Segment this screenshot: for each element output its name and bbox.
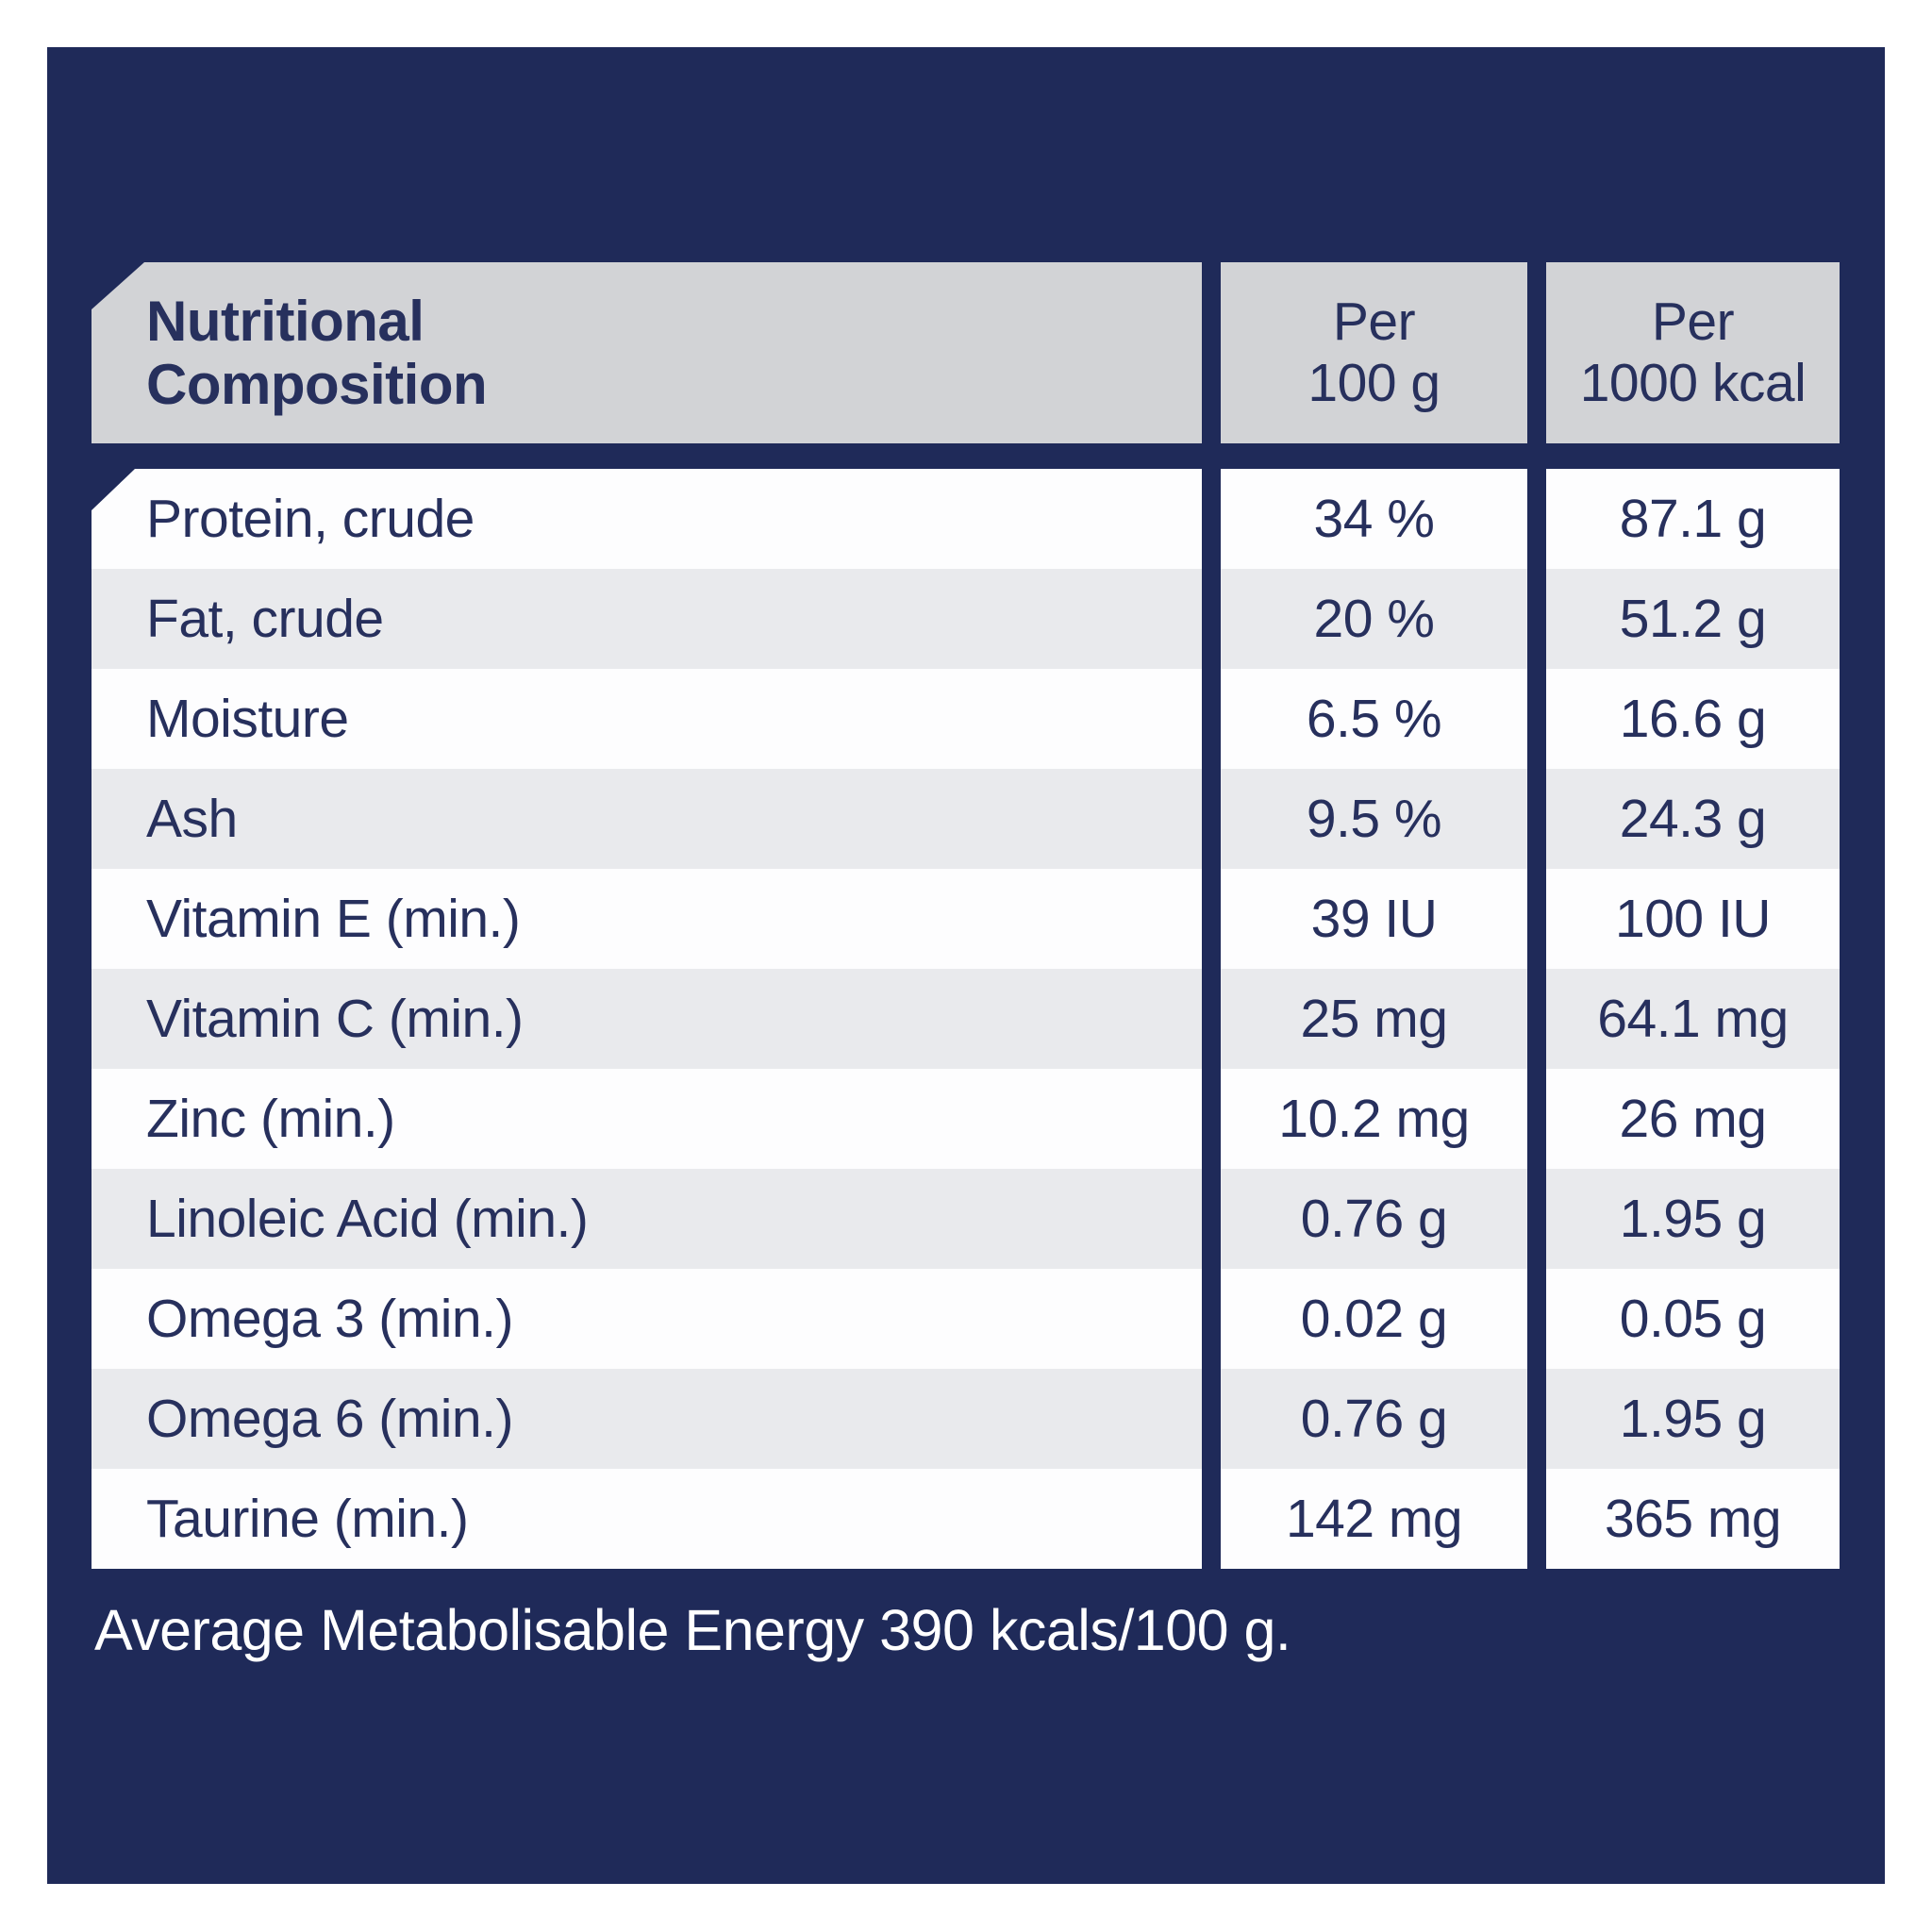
table-row: Moisture 6.5 % 16.6 g (92, 669, 1840, 769)
navy-panel: Nutritional Composition Per 100 g Per 10… (47, 47, 1885, 1884)
row-per100g-value: 9.5 % (1221, 769, 1527, 869)
row-label: Vitamin C (min.) (92, 969, 1202, 1069)
header-title-line2: Composition (146, 353, 488, 416)
row-per1000kcal-value: 1.95 g (1546, 1369, 1840, 1469)
row-per100g-value: 0.76 g (1221, 1169, 1527, 1269)
table-body: Protein, crude 34 % 87.1 g Fat, crude 20… (92, 469, 1840, 1569)
header-title-line1: Nutritional (146, 290, 425, 353)
row-label: Ash (92, 769, 1202, 869)
column-divider (1527, 469, 1546, 569)
table-row: Zinc (min.) 10.2 mg 26 mg (92, 1069, 1840, 1169)
table-row: Ash 9.5 % 24.3 g (92, 769, 1840, 869)
row-label: Omega 6 (min.) (92, 1369, 1202, 1469)
header-per100g-line2: 100 g (1307, 353, 1441, 413)
column-divider (1527, 1369, 1546, 1469)
table-row: Linoleic Acid (min.) 0.76 g 1.95 g (92, 1169, 1840, 1269)
row-per1000kcal-value: 26 mg (1546, 1069, 1840, 1169)
row-per1000kcal-value: 87.1 g (1546, 469, 1840, 569)
column-divider (1202, 1169, 1221, 1269)
column-divider (1202, 1269, 1221, 1369)
column-divider (1202, 1069, 1221, 1169)
column-divider (1202, 669, 1221, 769)
column-divider (1202, 262, 1221, 443)
row-label: Moisture (92, 669, 1202, 769)
row-per1000kcal-value: 0.05 g (1546, 1269, 1840, 1369)
row-per1000kcal-value: 1.95 g (1546, 1169, 1840, 1269)
row-per100g-value: 10.2 mg (1221, 1069, 1527, 1169)
table-header-row: Nutritional Composition Per 100 g Per 10… (92, 262, 1840, 443)
row-per1000kcal-value: 16.6 g (1546, 669, 1840, 769)
row-per100g-value: 0.02 g (1221, 1269, 1527, 1369)
column-divider (1527, 769, 1546, 869)
row-label: Zinc (min.) (92, 1069, 1202, 1169)
column-divider (1202, 1469, 1221, 1569)
column-divider (1527, 969, 1546, 1069)
column-divider (1527, 1469, 1546, 1569)
row-label: Protein, crude (92, 469, 1202, 569)
column-divider (1202, 769, 1221, 869)
table-row: Omega 6 (min.) 0.76 g 1.95 g (92, 1369, 1840, 1469)
metabolisable-energy-note: Average Metabolisable Energy 390 kcals/1… (94, 1598, 1291, 1662)
table-row: Vitamin C (min.) 25 mg 64.1 mg (92, 969, 1840, 1069)
row-per100g-value: 142 mg (1221, 1469, 1527, 1569)
header-per1000kcal-cell: Per 1000 kcal (1546, 262, 1840, 443)
row-label: Fat, crude (92, 569, 1202, 669)
column-divider (1202, 869, 1221, 969)
header-per1000kcal-line2: 1000 kcal (1579, 353, 1807, 413)
column-divider (1527, 1069, 1546, 1169)
column-divider (1527, 569, 1546, 669)
column-divider (1527, 262, 1546, 443)
header-title-cell: Nutritional Composition (92, 262, 1202, 443)
row-per1000kcal-value: 24.3 g (1546, 769, 1840, 869)
row-per100g-value: 25 mg (1221, 969, 1527, 1069)
row-per1000kcal-value: 51.2 g (1546, 569, 1840, 669)
row-per100g-value: 0.76 g (1221, 1369, 1527, 1469)
row-per100g-value: 20 % (1221, 569, 1527, 669)
row-per100g-value: 6.5 % (1221, 669, 1527, 769)
row-per1000kcal-value: 365 mg (1546, 1469, 1840, 1569)
nutrition-table: Nutritional Composition Per 100 g Per 10… (92, 262, 1840, 1569)
table-row: Omega 3 (min.) 0.02 g 0.05 g (92, 1269, 1840, 1369)
column-divider (1202, 569, 1221, 669)
row-label: Vitamin E (min.) (92, 869, 1202, 969)
row-label: Omega 3 (min.) (92, 1269, 1202, 1369)
table-row: Taurine (min.) 142 mg 365 mg (92, 1469, 1840, 1569)
header-body-gap (92, 443, 1840, 469)
column-divider (1527, 1169, 1546, 1269)
row-per1000kcal-value: 100 IU (1546, 869, 1840, 969)
column-divider (1527, 1269, 1546, 1369)
row-per100g-value: 34 % (1221, 469, 1527, 569)
table-row: Protein, crude 34 % 87.1 g (92, 469, 1840, 569)
header-per100g-line1: Per (1332, 291, 1416, 352)
row-per100g-value: 39 IU (1221, 869, 1527, 969)
table-row: Fat, crude 20 % 51.2 g (92, 569, 1840, 669)
column-divider (1527, 669, 1546, 769)
column-divider (1202, 469, 1221, 569)
row-per1000kcal-value: 64.1 mg (1546, 969, 1840, 1069)
header-per100g-cell: Per 100 g (1221, 262, 1527, 443)
row-label: Taurine (min.) (92, 1469, 1202, 1569)
row-label: Linoleic Acid (min.) (92, 1169, 1202, 1269)
table-row: Vitamin E (min.) 39 IU 100 IU (92, 869, 1840, 969)
column-divider (1527, 869, 1546, 969)
column-divider (1202, 1369, 1221, 1469)
column-divider (1202, 969, 1221, 1069)
header-per1000kcal-line1: Per (1651, 291, 1735, 352)
